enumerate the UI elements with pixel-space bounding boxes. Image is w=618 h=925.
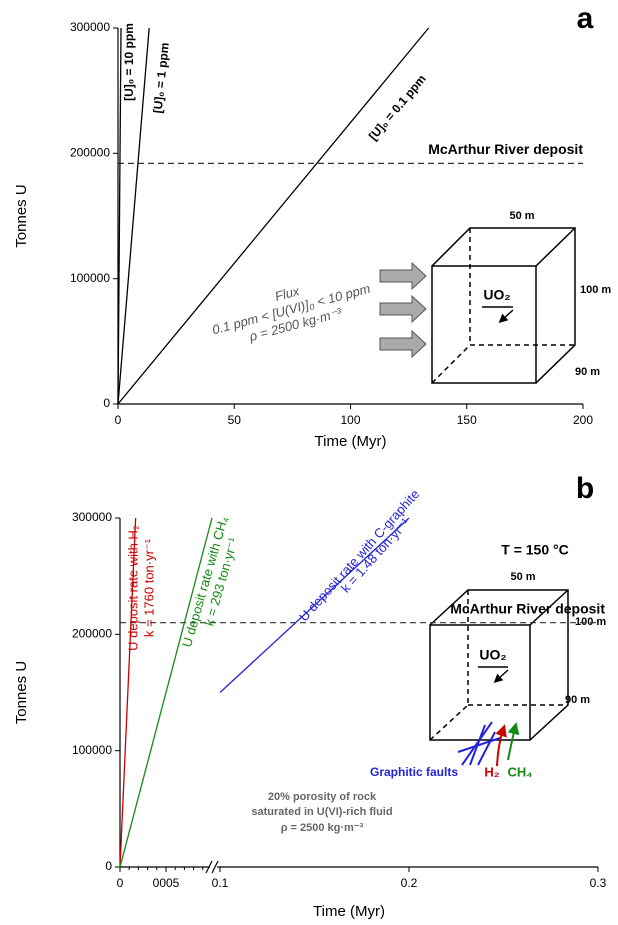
series-label: [U]₀ = 10 ppm [122, 23, 136, 101]
y-tick-label: 100000 [72, 743, 112, 757]
y-tick-label: 0 [105, 859, 112, 873]
x-axis-label: Time (Myr) [313, 903, 385, 920]
series-rate-label: k = 1760 ton·yr⁻¹ [141, 538, 156, 637]
x-tick-label: 50 [228, 413, 242, 427]
y-axis-label: Tonnes U [13, 184, 30, 247]
x-tick-label: 0005 [153, 876, 180, 890]
temperature: T = 150 °C [501, 542, 568, 558]
inset-label: Graphitic faults [370, 765, 458, 779]
x-tick-label: 100 [340, 413, 360, 427]
x-tick-label: 0.3 [590, 876, 607, 890]
x-tick-label: 200 [573, 413, 593, 427]
x-tick-label: 0 [117, 876, 124, 890]
inset-label: UO₂ [483, 287, 510, 303]
y-tick-label: 0 [103, 396, 110, 410]
faults [458, 722, 500, 765]
inset-label: 90 m [565, 694, 590, 706]
panel-label: b [576, 472, 594, 505]
x-tick-label: 0.1 [212, 876, 229, 890]
reference-label: McArthur River deposit [450, 600, 605, 616]
annotation-line: 20% porosity of rock [268, 791, 377, 803]
annotation: Flux 0.1 ppm < [U(VI)]₀ < 10 ppm ρ = 250… [206, 265, 376, 353]
reference-label: McArthur River deposit [428, 141, 583, 157]
y-tick-label: 200000 [70, 146, 110, 160]
x-tick-label: 0 [115, 413, 122, 427]
y-tick-label: 200000 [72, 627, 112, 641]
flux-arrows [380, 263, 426, 357]
annotation-line: saturated in U(VI)-rich fluid [251, 806, 392, 818]
series-label: [U]₀ = 0.1 ppm [366, 72, 429, 143]
inset-label: UO₂ [479, 647, 506, 663]
y-tick-label: 100000 [70, 271, 110, 285]
y-tick-label: 300000 [72, 510, 112, 524]
h2-arrow [497, 730, 503, 766]
x-axis-label: Time (Myr) [315, 433, 387, 450]
inset-label: 90 m [575, 366, 600, 378]
y-axis-label: Tonnes U [13, 661, 30, 724]
inset-label: 50 m [509, 210, 534, 222]
inset-cube [432, 228, 575, 383]
inset-label: CH₄ [508, 764, 533, 779]
inset-label: 100 m [575, 616, 606, 628]
x-tick-label: 150 [457, 413, 477, 427]
series-label: [U]₀ = 1 ppm [150, 42, 171, 114]
ch4-arrow [508, 728, 515, 760]
inset-label: 100 m [580, 284, 611, 296]
series-label: U deposit rate with C-graphite [296, 486, 422, 624]
y-tick-label: 300000 [70, 20, 110, 34]
figure: a b 50 m 100 m 90 m UO₂ Flux 0.1 ppm < [… [0, 0, 618, 925]
annotation-line: ρ = 2500 kg·m⁻³ [281, 822, 364, 834]
panel-label: a [577, 2, 594, 35]
x-tick-label: 0.2 [401, 876, 418, 890]
series-label: U deposit rate with H₂ [125, 525, 140, 651]
inset-label: H₂ [484, 764, 499, 779]
inset-label: 50 m [510, 571, 535, 583]
